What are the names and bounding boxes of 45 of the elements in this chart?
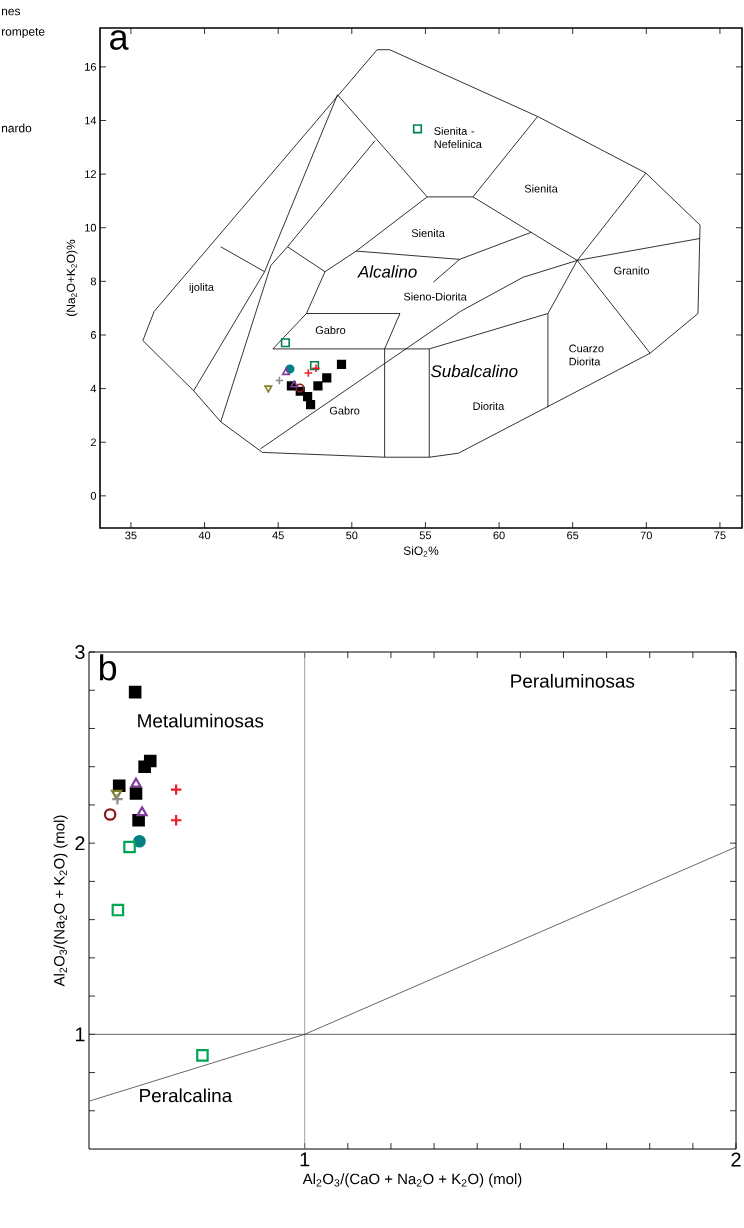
y-tick-label: 1	[75, 1027, 85, 1042]
text: nardo	[2, 123, 32, 133]
y-tick-label: 12	[85, 170, 96, 178]
x-tick-label: 45	[272, 531, 284, 540]
y-tick-label: 4	[90, 384, 97, 393]
chart-title: b	[99, 654, 117, 681]
annotation: Gabro	[329, 406, 360, 415]
annotation: Sienita - Nefelinica	[434, 126, 482, 149]
annotation: Diorita	[473, 401, 505, 411]
x-tick-label: 50	[346, 531, 358, 540]
x-tick-label: 60	[493, 531, 505, 540]
annotation: Sienita	[411, 228, 445, 238]
annotation: Sieno-Diorita	[403, 292, 467, 301]
x-tick-label: 65	[567, 531, 579, 540]
y-axis-title: (Na$_{2}$O+K$_{2}$O)%	[66, 239, 78, 316]
annotation: Metaluminosas	[138, 713, 264, 728]
y-tick-label: 2	[90, 438, 96, 447]
y-tick-label: 8	[90, 277, 96, 286]
annotation: Peraluminosas	[511, 673, 635, 688]
y-tick-label: 3	[75, 644, 85, 660]
annotation: Alcalino	[357, 265, 417, 278]
x-tick-label: 35	[125, 531, 137, 540]
annotation: Gabro	[315, 325, 346, 335]
x-tick-label: 70	[640, 531, 652, 540]
x-tick-label: 55	[419, 531, 432, 540]
annotation: Subalcalino	[430, 364, 518, 378]
x-axis-title: SiO$_{2}$%	[403, 546, 439, 557]
y-tick-label: 16	[85, 63, 96, 71]
text: rompete	[2, 27, 45, 39]
annotation: Cuarzo Diorita	[569, 344, 604, 366]
y-tick-label: 10	[85, 223, 97, 232]
y-tick-label: 2	[75, 836, 85, 851]
text: Al$_{2}$O$_{3}$/(Na$_{2}$O + K$_{2}$O) (mol)	[53, 815, 68, 987]
text: Al$_{2}$O$_{3}$/(CaO + Na$_{2}$O + K$_{2}$O) (mol)	[302, 1173, 522, 1188]
y-tick-label: 0	[90, 491, 97, 500]
y-tick-label: 14	[85, 116, 97, 125]
text: nes	[2, 8, 21, 16]
annotation: Sienita	[524, 184, 558, 193]
y-tick-label: 6	[90, 331, 96, 339]
x-tick-label: 40	[198, 531, 211, 540]
annotation: ijolita	[189, 282, 214, 294]
chart-title: a	[110, 30, 129, 50]
x-tick-label: 75	[714, 531, 726, 540]
annotation: Peralcalina	[140, 1088, 233, 1103]
annotation: Granito	[614, 266, 650, 275]
